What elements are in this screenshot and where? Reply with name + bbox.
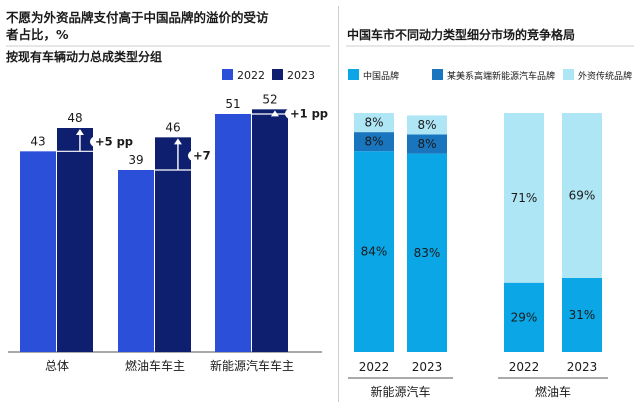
bar-总体-2023: [57, 128, 93, 352]
segment-value-label: 69%: [569, 188, 596, 202]
category-label-1: 燃油车车主: [125, 358, 185, 373]
bar-value-label: 51: [225, 97, 240, 111]
legend-swatch-1: [432, 69, 443, 80]
segment-value-label: 8%: [417, 118, 436, 132]
legend-label-1: 某美系高端新能源汽车品牌: [447, 70, 555, 82]
panel-divider: [338, 6, 339, 402]
right-legend: 中国品牌 某美系高端新能源汽车品牌 外资传统品牌: [348, 69, 632, 82]
delta-arrow-head: [173, 138, 182, 145]
segment-value-label: 29%: [511, 310, 538, 324]
stack-segment-新能源汽车-2023-1: [407, 134, 447, 154]
year-label: 2022: [359, 360, 390, 374]
legend-swatch-2: [563, 69, 574, 80]
segment-value-label: 8%: [417, 137, 436, 151]
bar-value-label: 48: [67, 111, 82, 125]
year-label: 2023: [567, 360, 598, 374]
legend-label-0: 中国品牌: [363, 70, 399, 82]
left-subtitle: 按现有车辆动力总成类型分组: [6, 49, 162, 64]
bar-value-label: 39: [128, 153, 143, 167]
delta-arrow-head: [75, 129, 84, 135]
stack-segment-新能源汽车-2022-2: [354, 113, 394, 133]
legend-swatch-2022: [222, 69, 233, 80]
delta-bubble: [90, 131, 138, 152]
stack-segment-燃油车-2023-2: [562, 113, 602, 278]
stack-segment-燃油车-2022-0: [504, 282, 544, 352]
delta-bubble: [285, 103, 333, 124]
legend-label-2023: 2023: [287, 69, 315, 82]
delta-arrow-head: [270, 110, 279, 117]
stack-segment-燃油车-2022-2: [504, 113, 544, 283]
right-title: 中国车市不同动力类型细分市场的竞争格局: [347, 27, 575, 42]
year-label: 2023: [412, 360, 443, 374]
stack-segment-新能源汽车-2023-0: [407, 153, 447, 352]
segment-value-label: 8%: [364, 135, 383, 149]
stack-segment-新能源汽车-2023-2: [407, 115, 447, 135]
stack-segment-新能源汽车-2022-0: [354, 151, 394, 352]
category-label-0: 总体: [45, 359, 69, 373]
stack-segment-燃油车-2023-0: [562, 277, 602, 352]
bar-新能源汽车车主-2022: [215, 114, 251, 352]
left-legend: 2022 2023: [222, 69, 315, 82]
group-label-0: 新能源汽车: [370, 384, 430, 399]
segment-value-label: 71%: [511, 191, 538, 205]
legend-label-2022: 2022: [237, 69, 265, 82]
delta-label: +5 pp: [95, 135, 133, 149]
group-label-1: 燃油车: [535, 384, 571, 399]
legend-label-2: 外资传统品牌: [578, 70, 632, 82]
legend-swatch-2023: [272, 69, 283, 80]
left-title-line1: 不愿为外资品牌支付高于中国品牌的溢价的受访: [6, 10, 269, 25]
bar-value-label: 43: [30, 134, 45, 148]
left-title-line2: 者占比，%: [5, 27, 69, 42]
legend-swatch-0: [348, 69, 359, 80]
bar-value-label: 46: [165, 120, 180, 134]
delta-label: +1 pp: [290, 107, 328, 121]
segment-value-label: 31%: [569, 308, 596, 322]
segment-value-label: 84%: [361, 245, 388, 259]
year-label: 2022: [509, 360, 540, 374]
bar-总体-2022: [20, 151, 56, 352]
stack-segment-新能源汽车-2022-1: [354, 132, 394, 152]
bar-燃油车车主-2022: [118, 170, 154, 352]
segment-value-label: 83%: [414, 246, 441, 260]
bar-燃油车车主-2023: [155, 137, 191, 352]
bar-新能源汽车车主-2023: [252, 109, 288, 352]
category-label-2: 新能源汽车车主: [210, 358, 294, 373]
bar-value-label: 52: [262, 92, 277, 106]
right-stacked-chart: 84% 8% 8% 2022 83% 8% 8% 2023 新能源汽车 29% 71% 2022 31%…: [348, 113, 608, 399]
segment-value-label: 8%: [364, 116, 383, 130]
